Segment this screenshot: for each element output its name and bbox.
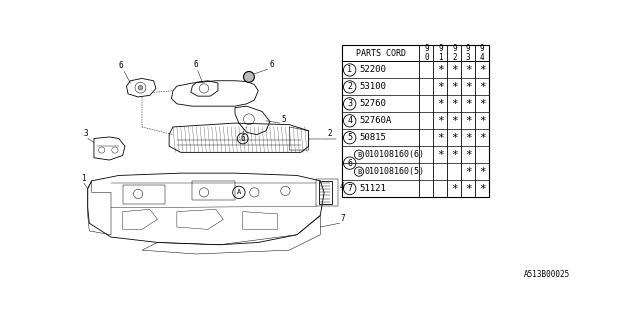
Text: *: *: [465, 167, 472, 177]
Text: 52200: 52200: [360, 66, 387, 75]
Text: 1: 1: [347, 66, 352, 75]
Text: 9
3: 9 3: [466, 44, 470, 62]
Text: A513B00025: A513B00025: [524, 270, 570, 279]
Text: 010108160(6): 010108160(6): [364, 150, 424, 159]
Text: 52760A: 52760A: [360, 116, 392, 125]
Text: A: A: [237, 189, 241, 196]
Text: *: *: [437, 99, 444, 109]
Bar: [316, 179, 338, 206]
Text: 3: 3: [84, 129, 88, 138]
Text: 52760: 52760: [360, 99, 387, 108]
Text: 7: 7: [347, 184, 352, 193]
Text: *: *: [479, 116, 486, 126]
Text: 1: 1: [81, 174, 86, 183]
Text: 6: 6: [269, 60, 274, 69]
Text: 5: 5: [347, 133, 352, 142]
Text: 010108160(5): 010108160(5): [364, 167, 424, 176]
Text: 2: 2: [327, 129, 332, 138]
Text: 4: 4: [347, 116, 352, 125]
Text: *: *: [465, 82, 472, 92]
Text: 50815: 50815: [360, 133, 387, 142]
Text: 3: 3: [347, 99, 352, 108]
Text: 9
0: 9 0: [424, 44, 429, 62]
Text: *: *: [437, 116, 444, 126]
Text: *: *: [465, 150, 472, 160]
Text: *: *: [437, 82, 444, 92]
Text: *: *: [465, 65, 472, 75]
Text: *: *: [451, 99, 458, 109]
Text: *: *: [451, 82, 458, 92]
Text: 9
1: 9 1: [438, 44, 443, 62]
Text: 9
2: 9 2: [452, 44, 456, 62]
Text: *: *: [479, 99, 486, 109]
Text: 7: 7: [340, 214, 345, 223]
Text: 6: 6: [194, 60, 198, 69]
Text: *: *: [479, 82, 486, 92]
Circle shape: [244, 71, 254, 82]
Text: 4: 4: [340, 182, 344, 191]
Text: *: *: [437, 65, 444, 75]
Text: *: *: [437, 150, 444, 160]
Text: *: *: [451, 150, 458, 160]
Text: 9
4: 9 4: [480, 44, 484, 62]
Text: B: B: [357, 169, 361, 175]
Text: 6: 6: [119, 61, 124, 70]
Text: *: *: [479, 167, 486, 177]
Text: *: *: [479, 184, 486, 194]
Text: 6: 6: [347, 159, 352, 168]
Text: 51121: 51121: [360, 184, 387, 193]
Text: *: *: [451, 184, 458, 194]
Text: 53100: 53100: [360, 83, 387, 92]
Bar: [342, 44, 489, 197]
Text: *: *: [451, 65, 458, 75]
Text: *: *: [465, 184, 472, 194]
Text: *: *: [465, 99, 472, 109]
Text: *: *: [451, 116, 458, 126]
Text: 2: 2: [347, 83, 352, 92]
Text: B: B: [357, 152, 361, 158]
Text: *: *: [465, 116, 472, 126]
Text: 6: 6: [241, 134, 245, 143]
Text: 5: 5: [282, 115, 286, 124]
Text: *: *: [479, 133, 486, 143]
Text: *: *: [465, 133, 472, 143]
Text: PARTS CORD: PARTS CORD: [356, 49, 406, 58]
Circle shape: [138, 85, 143, 90]
Text: *: *: [451, 133, 458, 143]
Text: *: *: [437, 133, 444, 143]
Text: *: *: [479, 65, 486, 75]
